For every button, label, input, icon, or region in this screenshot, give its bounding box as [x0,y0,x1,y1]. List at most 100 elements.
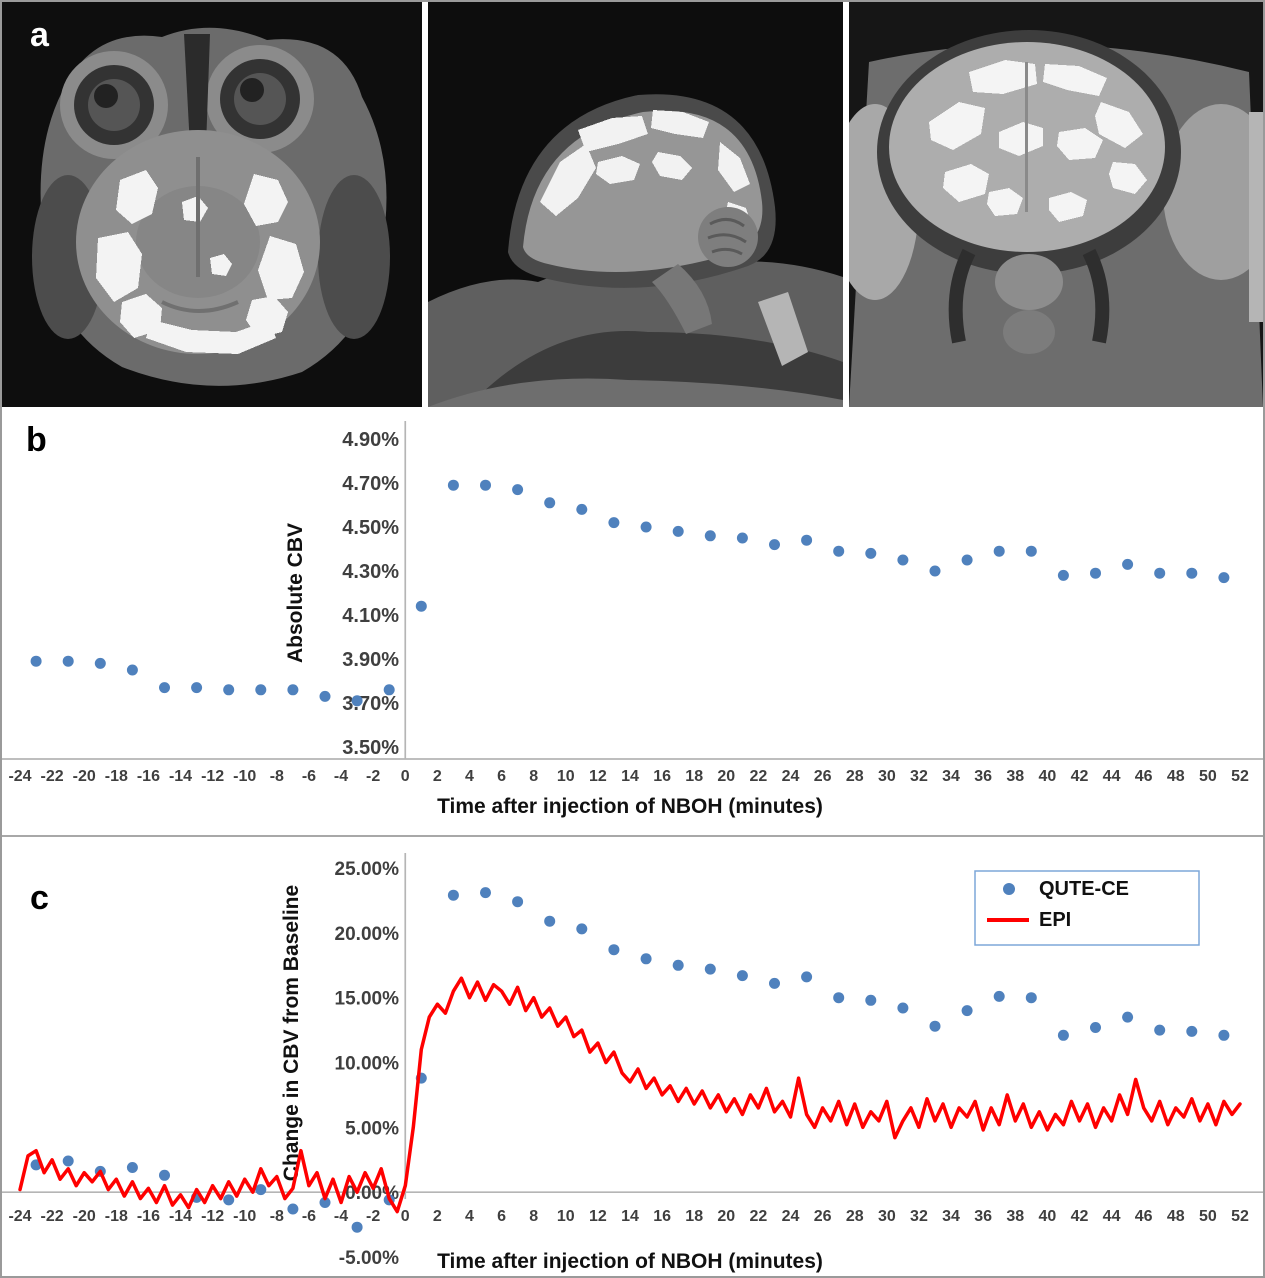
qute-ce-point [1025,992,1037,1004]
absolute-cbv-chart: 4.90% 4.70% 4.50% 4.30% 4.10% 3.90% 3.70% 3.50%… [2,421,1263,818]
y-tick-label: 4.70% [342,473,399,495]
x-tick-label: 50 [1199,1208,1217,1225]
absolute-cbv-point [544,497,556,509]
absolute-cbv-chart-panel: b 4.90% 4.70% 4.50% 4.30% 4.10% 3.90% 3.70% 3.5… [2,407,1263,835]
qute-ce-point [608,944,620,956]
qute-ce-point [1122,1011,1134,1023]
cbv-change-chart-panel: c 25.00% 20.00% 15.00% 10.00% 5.00% 0.00% -5.0… [2,835,1263,1276]
qute-ce-point [865,994,877,1006]
qute-ce-point [993,990,1005,1002]
x-tick-label: 34 [942,1208,960,1225]
x-tick-labels: -24 -22 -20 -18 -16 -14 -12 -10 -8 -6 -4 -2 0 2 4 6 8 10 1… [8,768,1249,785]
x-tick-label: 44 [1103,768,1121,785]
x-tick-label: 20 [717,768,735,785]
qute-ce-point [287,1203,299,1215]
x-tick-label: 30 [878,768,896,785]
x-tick-label: 4 [465,1208,474,1225]
absolute-cbv-point [94,657,106,669]
qute-ce-point [512,896,524,908]
y-tick-label: 3.90% [342,649,399,671]
absolute-cbv-point [512,484,524,496]
x-tick-label: 8 [529,1208,538,1225]
absolute-cbv-point [30,655,42,667]
absolute-cbv-points [30,479,1230,707]
x-tick-label: 18 [685,1208,703,1225]
qute-ce-point [929,1020,941,1032]
absolute-cbv-point [1122,558,1134,570]
panel-b-label: b [26,421,47,459]
x-tick-label: 48 [1167,1208,1185,1225]
x-tick-label: -4 [334,1208,348,1225]
legend-box [974,870,1200,946]
x-tick-label: 30 [878,1208,896,1225]
y-tick-label: 20.00% [335,924,400,945]
y-tick-label: 4.50% [342,517,399,539]
x-tick-label: 32 [910,1208,928,1225]
x-tick-label: -8 [270,1208,284,1225]
y-tick-labels: 4.90% 4.70% 4.50% 4.30% 4.10% 3.90% 3.70% 3.50% [342,429,399,759]
absolute-cbv-point [287,684,299,696]
x-tick-label: 28 [846,768,864,785]
y-tick-label: 25.00% [335,859,400,880]
mri-axial-graphic [2,2,422,407]
absolute-cbv-point [126,664,138,676]
x-tick-label: 46 [1135,768,1153,785]
epi-line [18,976,1242,1214]
absolute-cbv-point [576,503,588,515]
x-tick-label: -12 [201,1208,224,1225]
qute-ce-point [62,1155,74,1167]
x-tick-label: -16 [137,1208,160,1225]
x-tick-label: 24 [782,1208,800,1225]
x-tick-label: -24 [8,1208,31,1225]
qute-ce-point [1057,1029,1069,1041]
legend-label: QUTE-CE [1039,878,1129,900]
absolute-cbv-point [159,682,170,694]
absolute-cbv-point [480,479,491,491]
x-tick-label: -6 [302,768,316,785]
x-tick-label: 6 [497,1208,506,1225]
absolute-cbv-point [1186,567,1198,579]
y-tick-label: 3.70% [342,693,399,715]
absolute-cbv-point [1218,572,1230,584]
absolute-cbv-point [640,521,652,533]
absolute-cbv-point [62,655,74,667]
x-tick-label: 52 [1231,1208,1249,1225]
x-tick-label: 20 [717,1208,735,1225]
absolute-cbv-point [351,695,363,707]
x-tick-label: 26 [814,768,832,785]
qute-ce-points [30,887,1230,1233]
absolute-cbv-point [255,684,267,696]
x-tick-label: -6 [302,1208,316,1225]
qute-ce-point [769,977,780,989]
x-tick-label: 28 [846,1208,864,1225]
x-tick-label: 22 [750,768,768,785]
x-tick-label: 50 [1199,768,1217,785]
absolute-cbv-point [447,479,459,491]
x-tick-label: 10 [557,768,575,785]
qute-ce-point [672,959,684,971]
x-tick-label: 42 [1071,1208,1089,1225]
x-axis-title: Time after injection of NBOH (minutes) [437,1250,823,1273]
absolute-cbv-point [223,684,235,696]
x-tick-labels: -24 -22 -20 -18 -16 -14 -12 -10 -8 -6 -4 -2 0 2 4 6 8 10 1… [8,1208,1249,1225]
x-tick-label: 2 [433,768,442,785]
qute-ce-point [1218,1029,1230,1041]
qute-ce-point [351,1221,363,1233]
absolute-cbv-point [833,545,845,557]
qute-ce-point [897,1002,909,1014]
y-tick-label: 4.10% [342,605,399,627]
x-tick-label: -18 [105,1208,128,1225]
x-tick-label: 0 [401,1208,410,1225]
x-tick-label: 44 [1103,1208,1121,1225]
x-tick-label: 14 [621,768,639,785]
x-tick-label: 40 [1038,1208,1056,1225]
qute-ce-point [126,1162,138,1173]
absolute-cbv-point [801,534,813,546]
x-tick-label: 38 [1006,1208,1024,1225]
qute-ce-point [576,923,588,935]
cbv-change-chart: 25.00%20.00%15.00%10.00%5.00%0.00%-5.00%… [2,853,1263,1273]
x-tick-label: 4 [465,768,474,785]
absolute-cbv-point [415,600,427,612]
x-axis-title: Time after injection of NBOH (minutes) [437,795,823,818]
